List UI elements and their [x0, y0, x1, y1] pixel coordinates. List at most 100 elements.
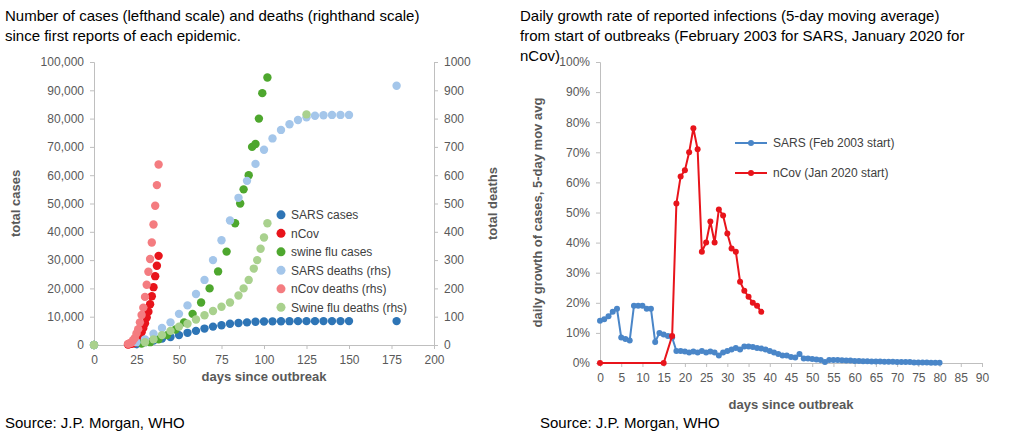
- data-point: [260, 317, 268, 325]
- tick: 80,000: [47, 112, 94, 126]
- legend: SARS (Feb 2003 start)nCov (Jan 2020 star…: [735, 136, 894, 180]
- data-point: [263, 219, 271, 227]
- series-line: [600, 306, 940, 363]
- data-point: [245, 276, 253, 284]
- page: 0255075100125150175200010,00020,00030,00…: [0, 0, 1024, 436]
- data-point: [209, 307, 217, 315]
- series: [90, 110, 311, 349]
- tick-label: 1000: [444, 55, 471, 69]
- tick: 90%: [566, 85, 600, 99]
- data-point: [652, 339, 658, 345]
- tick-mark: [434, 147, 438, 148]
- data-point: [239, 185, 247, 193]
- tick-mark: [596, 243, 600, 244]
- y2-axis-title: total deaths: [485, 167, 500, 240]
- tick-mark: [770, 363, 771, 367]
- tick: 50,000: [47, 197, 94, 211]
- tick-label: 300: [444, 253, 464, 267]
- data-point: [222, 247, 230, 255]
- tick-label: 0%: [573, 356, 591, 370]
- data-point: [192, 290, 200, 298]
- tick: 175: [382, 345, 402, 367]
- tick: 75: [912, 363, 926, 385]
- tick-mark: [222, 345, 223, 349]
- data-point: [226, 216, 234, 224]
- tick: 30%: [566, 266, 600, 280]
- tick-label: 20%: [566, 296, 590, 310]
- tick-label: 50: [806, 371, 820, 385]
- tick: 0%: [573, 356, 600, 370]
- data-point: [703, 240, 709, 246]
- tick: 500: [434, 197, 464, 211]
- data-point: [336, 317, 344, 325]
- legend-item: nCov deaths (rhs): [277, 282, 387, 296]
- tick-label: 90,000: [47, 84, 84, 98]
- tick-mark: [596, 92, 600, 93]
- data-point: [733, 249, 739, 255]
- data-point: [707, 219, 713, 225]
- tick: 20,000: [47, 282, 94, 296]
- data-point: [153, 262, 161, 270]
- tick: 100: [254, 345, 274, 367]
- tick: 150: [339, 345, 359, 367]
- tick-label: 0: [77, 338, 84, 352]
- axis-line: [435, 63, 439, 346]
- legend-label: SARS cases: [291, 208, 358, 222]
- data-point: [392, 82, 400, 90]
- legend-marker: [277, 210, 286, 219]
- data-point: [154, 252, 162, 260]
- data-point: [392, 317, 400, 325]
- tick-label: 150: [339, 353, 359, 367]
- tick-mark: [833, 363, 834, 367]
- tick-mark: [307, 345, 308, 349]
- legend-marker: [277, 284, 286, 293]
- tick: 100: [434, 310, 464, 324]
- tick-mark: [90, 204, 94, 205]
- tick-mark: [434, 260, 438, 261]
- tick-label: 70: [891, 371, 905, 385]
- data-point: [724, 231, 730, 237]
- data-point: [328, 317, 336, 325]
- legend-marker: [277, 229, 286, 238]
- chart-title: Number of cases (lefthand scale) and dea…: [5, 6, 419, 46]
- tick: 20: [679, 363, 693, 385]
- tick: 50%: [566, 206, 600, 220]
- data-point: [158, 331, 166, 339]
- data-point: [136, 318, 144, 326]
- data-point: [166, 318, 174, 326]
- tick-label: 100%: [559, 55, 590, 69]
- tick: 100%: [559, 55, 600, 69]
- tick-label: 20: [679, 371, 693, 385]
- tick: 90,000: [47, 84, 94, 98]
- legend-label: SARS (Feb 2003 start): [773, 136, 894, 150]
- tick-mark: [982, 363, 983, 367]
- tick: 800: [434, 112, 464, 126]
- tick-label: 50%: [566, 206, 590, 220]
- data-point: [139, 303, 147, 311]
- data-point: [605, 313, 611, 319]
- tick-mark: [791, 363, 792, 367]
- series: [90, 317, 401, 349]
- tick: 700: [434, 140, 464, 154]
- data-point: [183, 329, 191, 337]
- legend-marker: [748, 170, 754, 176]
- axis-line: [90, 63, 95, 346]
- tick-mark: [812, 363, 813, 367]
- tick: 60: [848, 363, 862, 385]
- data-point: [137, 311, 145, 319]
- data-point: [209, 322, 217, 330]
- data-point: [754, 303, 760, 309]
- tick-label: 60: [848, 371, 862, 385]
- data-point: [294, 317, 302, 325]
- tick-mark: [90, 62, 94, 63]
- data-point: [268, 317, 276, 325]
- legend-item: SARS cases: [277, 208, 359, 222]
- data-point: [226, 298, 234, 306]
- tick-label: 100,000: [41, 55, 85, 69]
- tick-mark: [706, 363, 707, 367]
- tick-label: 60%: [566, 176, 590, 190]
- tick-label: 600: [444, 169, 464, 183]
- tick: 60,000: [47, 169, 94, 183]
- tick: 40%: [566, 236, 600, 250]
- tick: 35: [742, 363, 756, 385]
